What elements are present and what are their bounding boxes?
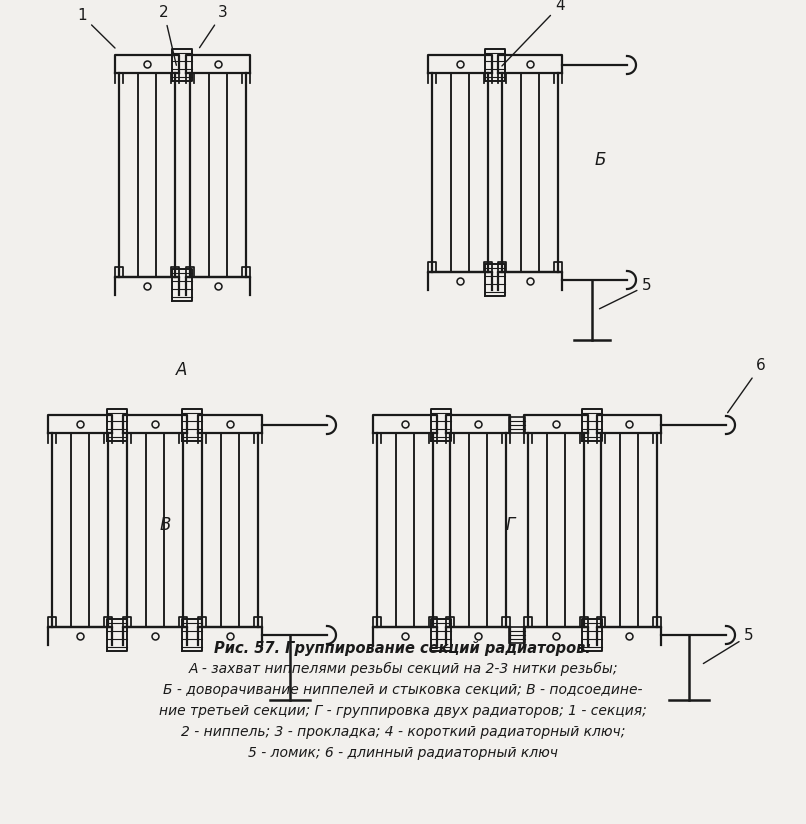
Text: 6: 6	[728, 358, 766, 413]
Text: 2 - ниппель; 3 - прокладка; 4 - короткий радиаторный ключ;: 2 - ниппель; 3 - прокладка; 4 - короткий…	[181, 725, 625, 739]
Text: 3: 3	[200, 5, 228, 48]
Bar	[509, 627, 525, 643]
Text: 5 - ломик; 6 - длинный радиаторный ключ: 5 - ломик; 6 - длинный радиаторный ключ	[248, 746, 558, 760]
Text: 5: 5	[704, 628, 754, 663]
Text: ние третьей секции; Г - группировка двух радиаторов; 1 - секция;: ние третьей секции; Г - группировка двух…	[159, 704, 647, 718]
Text: А - захват ниппелями резьбы секций на 2-3 нитки резьбы;: А - захват ниппелями резьбы секций на 2-…	[189, 662, 617, 676]
Text: Г: Г	[505, 516, 514, 534]
Bar	[509, 417, 525, 433]
Text: Рис. 57. Группирование секций радиаторов:: Рис. 57. Группирование секций радиаторов…	[214, 640, 592, 656]
Text: 5: 5	[600, 278, 652, 309]
Text: 4: 4	[502, 0, 565, 66]
Text: 1: 1	[77, 8, 115, 48]
Text: В: В	[160, 516, 171, 534]
Text: А: А	[177, 361, 188, 379]
Text: 2: 2	[160, 5, 177, 65]
Text: Б - доворачивание ниппелей и стыковка секций; В - подсоедине-: Б - доворачивание ниппелей и стыковка се…	[164, 683, 642, 697]
Text: Б: Б	[594, 151, 605, 169]
